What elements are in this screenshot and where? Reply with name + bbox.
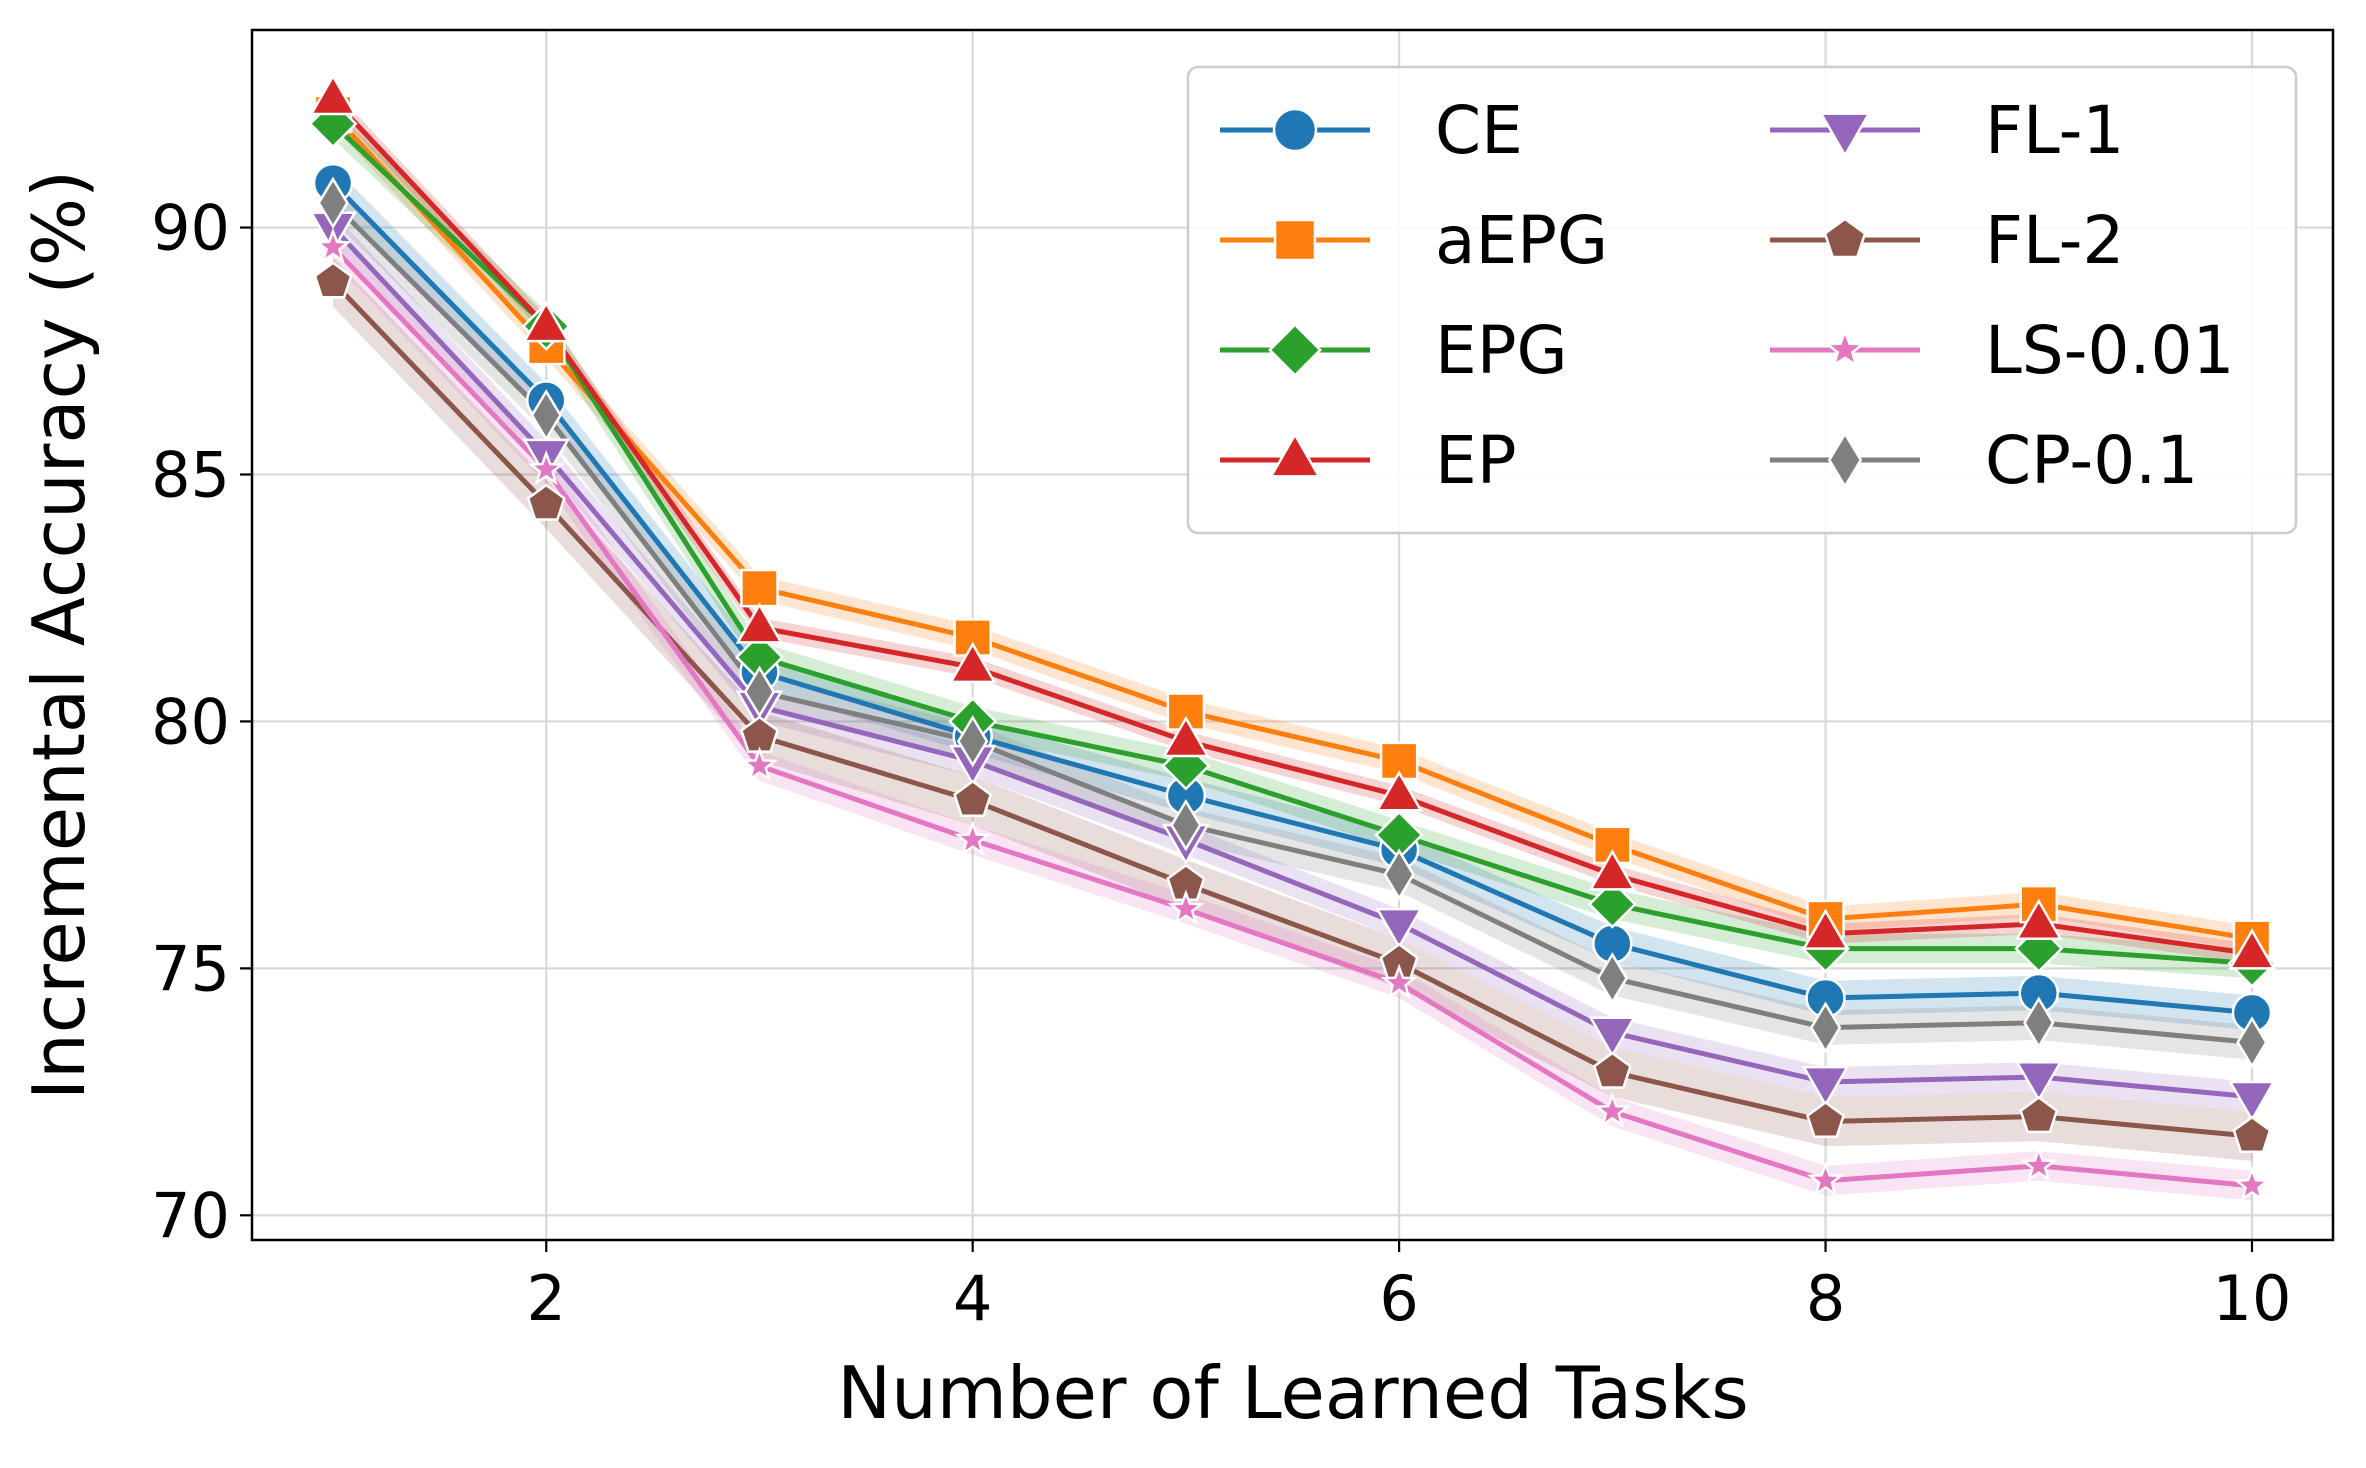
x-tick-label: 8: [1806, 1262, 1845, 1335]
marker-fl-1: [1375, 907, 1423, 950]
band-cp-0-1: [333, 185, 2252, 1060]
legend-label-ep: EP: [1435, 422, 1517, 499]
marker-ls-0-01: [527, 450, 565, 486]
band-ls-0-01: [333, 232, 2252, 1201]
marker-cp-0-1: [1596, 952, 1629, 1005]
marker-aepg: [1379, 741, 1419, 781]
marker-ep: [1162, 715, 1210, 758]
y-tick-label: 90: [151, 192, 230, 265]
marker-fl-1: [2228, 1080, 2276, 1123]
marker-ls-0-01: [740, 746, 779, 782]
line-aepg: [331, 112, 2253, 942]
line-fl-1: [331, 225, 2253, 1100]
marker-cp-0-1: [2023, 996, 2055, 1049]
marker-ls-0-01: [1167, 889, 1205, 925]
legend-marker-fl-1: [1818, 112, 1872, 158]
legend: CE aEPG EPG EP FL-1 FL-2 LS-0.01 CP-0.1: [1186, 65, 2298, 535]
legend-label-cp-0-1: CP-0.1: [1985, 422, 2198, 499]
legend-label-fl-2: FL-2: [1985, 202, 2124, 279]
y-tick-label: 80: [151, 685, 230, 758]
marker-ls-0-01: [1806, 1161, 1845, 1197]
series-markers: [308, 73, 2277, 1202]
x-tick-label: 4: [953, 1262, 992, 1335]
marker-fl-2: [953, 779, 993, 818]
legend-marker-fl-2: [1823, 217, 1867, 259]
legend-label-ce: CE: [1435, 92, 1523, 169]
marker-ep: [522, 300, 571, 343]
y-tick-label: 75: [151, 932, 230, 1005]
marker-ep: [1375, 770, 1423, 812]
marker-cp-0-1: [1170, 798, 1202, 852]
marker-ls-0-01: [1593, 1092, 1631, 1128]
marker-fl-2: [313, 261, 353, 299]
legend-label-fl-1: FL-1: [1985, 92, 2124, 169]
marker-cp-0-1: [1809, 1001, 1842, 1054]
axis-ticks: 2 4 6 8 10 70 75 80 85 90: [151, 192, 2291, 1335]
x-tick-label: 10: [2213, 1262, 2292, 1335]
marker-epg: [1587, 879, 1637, 929]
plot-frame: [250, 28, 2335, 1242]
marker-cp-0-1: [1383, 848, 1415, 901]
marker-ep: [309, 73, 357, 116]
legend-marker-cp-0-1: [1827, 431, 1863, 489]
marker-ls-0-01: [314, 227, 352, 264]
marker-cp-0-1: [317, 176, 349, 230]
marker-fl-2: [526, 483, 566, 521]
band-fl-1: [333, 212, 2252, 1112]
marker-ep: [1588, 849, 1637, 891]
legend-label-epg: EPG: [1435, 312, 1568, 389]
legend-marker-ce: [1272, 107, 1318, 153]
marker-cp-0-1: [956, 714, 989, 768]
line-ce: [331, 181, 2253, 1016]
marker-ls-0-01: [2020, 1146, 2058, 1182]
marker-fl-2: [1806, 1100, 1846, 1139]
y-axis-label: Incremental Accuracy (%): [17, 170, 101, 1100]
line-cp-0-1: [331, 201, 2253, 1045]
x-tick-label: 6: [1379, 1262, 1418, 1335]
legend-marker-ep: [1268, 432, 1322, 478]
legend-marker-ls-0-01: [1824, 328, 1866, 368]
marker-fl-1: [1588, 1016, 1637, 1058]
y-tick-label: 85: [151, 438, 230, 511]
marker-ep: [735, 602, 784, 644]
legend-label-aepg: aEPG: [1435, 202, 1608, 279]
line-epg: [331, 121, 2253, 966]
marker-cp-0-1: [530, 389, 562, 442]
legend-marker-aepg: [1273, 218, 1317, 262]
x-axis-label: Number of Learned Tasks: [837, 1351, 1748, 1435]
legend-box: [1186, 65, 2298, 535]
marker-ep: [948, 641, 997, 684]
x-tick-label: 2: [527, 1262, 566, 1335]
legend-label-ls-0-01: LS-0.01: [1985, 312, 2234, 389]
band-epg: [333, 109, 2252, 979]
marker-ls-0-01: [1380, 963, 1418, 999]
marker-aepg: [740, 568, 779, 608]
marker-ep: [1801, 908, 1850, 950]
marker-cp-0-1: [743, 665, 776, 718]
marker-fl-2: [2019, 1095, 2059, 1134]
marker-fl-1: [1801, 1065, 1850, 1108]
marker-fl-2: [2232, 1115, 2272, 1153]
series-lines: [331, 97, 2253, 1189]
marker-fl-2: [1592, 1051, 1632, 1089]
marker-ep: [2228, 928, 2276, 970]
marker-ls-0-01: [2233, 1166, 2271, 1202]
marker-fl-1: [2014, 1060, 2063, 1103]
line-ls-0-01: [331, 245, 2253, 1189]
marker-ep: [2014, 898, 2063, 940]
y-tick-label: 70: [151, 1179, 230, 1252]
legend-marker-epg: [1268, 323, 1322, 377]
marker-ls-0-01: [954, 820, 992, 856]
marker-cp-0-1: [2236, 1016, 2268, 1069]
line-ep: [331, 97, 2253, 957]
